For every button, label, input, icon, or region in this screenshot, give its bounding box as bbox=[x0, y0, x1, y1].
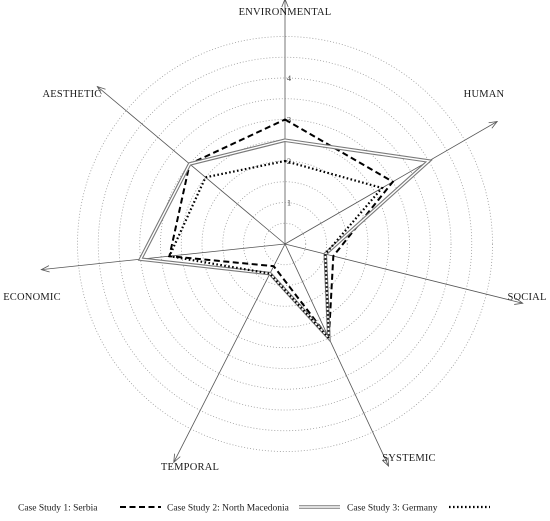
axis-arrow-economic bbox=[40, 265, 50, 273]
series-case-study-2-north-macedonia bbox=[137, 138, 433, 343]
grid-ring-3 bbox=[222, 181, 348, 307]
axis-label-economic: ECONOMIC bbox=[3, 292, 61, 303]
axis-label-systemic: SYSTEMIC bbox=[382, 453, 436, 464]
series-case-study-3-germany bbox=[167, 159, 385, 342]
axis-label-environmental: ENVIRONMENTAL bbox=[239, 7, 332, 18]
tick-label-3: 3 bbox=[287, 115, 291, 125]
axis-arrow-human bbox=[488, 120, 499, 129]
axis-label-human: HUMAN bbox=[464, 89, 505, 100]
axis-arrow-temporal bbox=[173, 453, 181, 464]
axis-arrow-environmental bbox=[281, 0, 289, 8]
axis-line-temporal bbox=[173, 243, 286, 463]
grid-ring-5 bbox=[180, 139, 390, 349]
grid-ring-10 bbox=[77, 36, 493, 452]
axis-labels: ENVIRONMENTAL HUMAN SOCIAL SYSTEMIC TEMP… bbox=[3, 7, 546, 473]
axis-arrow-systemic bbox=[381, 457, 389, 468]
axis-line-systemic bbox=[284, 243, 389, 467]
legend-label-germany: Case Study 3: Germany bbox=[347, 504, 438, 514]
axis-arrow-social bbox=[514, 297, 524, 305]
tick-labels: 1 2 3 4 bbox=[287, 73, 292, 208]
tick-label-2: 2 bbox=[287, 156, 291, 166]
axis-label-social: SOCIAL bbox=[507, 292, 546, 303]
series-layer bbox=[137, 118, 433, 343]
series-case-study-1-serbia bbox=[168, 118, 395, 341]
grid-ring-8 bbox=[118, 77, 452, 411]
axis-label-temporal: TEMPORAL bbox=[161, 462, 219, 473]
legend-label-serbia: Case Study 1: Serbia bbox=[18, 504, 98, 514]
tick-label-4: 4 bbox=[287, 73, 292, 83]
tick-label-1: 1 bbox=[287, 198, 291, 208]
axis-lines bbox=[40, 0, 524, 468]
grid-ring-6 bbox=[160, 119, 410, 369]
axis-label-aesthetic: AESTHETIC bbox=[43, 89, 102, 100]
axis-line-social bbox=[284, 243, 523, 304]
axis-line-economic bbox=[41, 243, 286, 271]
legend: Case Study 1: Serbia Case Study 2: North… bbox=[18, 504, 490, 514]
legend-label-north-macedonia: Case Study 2: North Macedonia bbox=[167, 504, 290, 514]
axis-arrow-aesthetic bbox=[96, 85, 106, 95]
grid-ring-1 bbox=[263, 222, 307, 266]
